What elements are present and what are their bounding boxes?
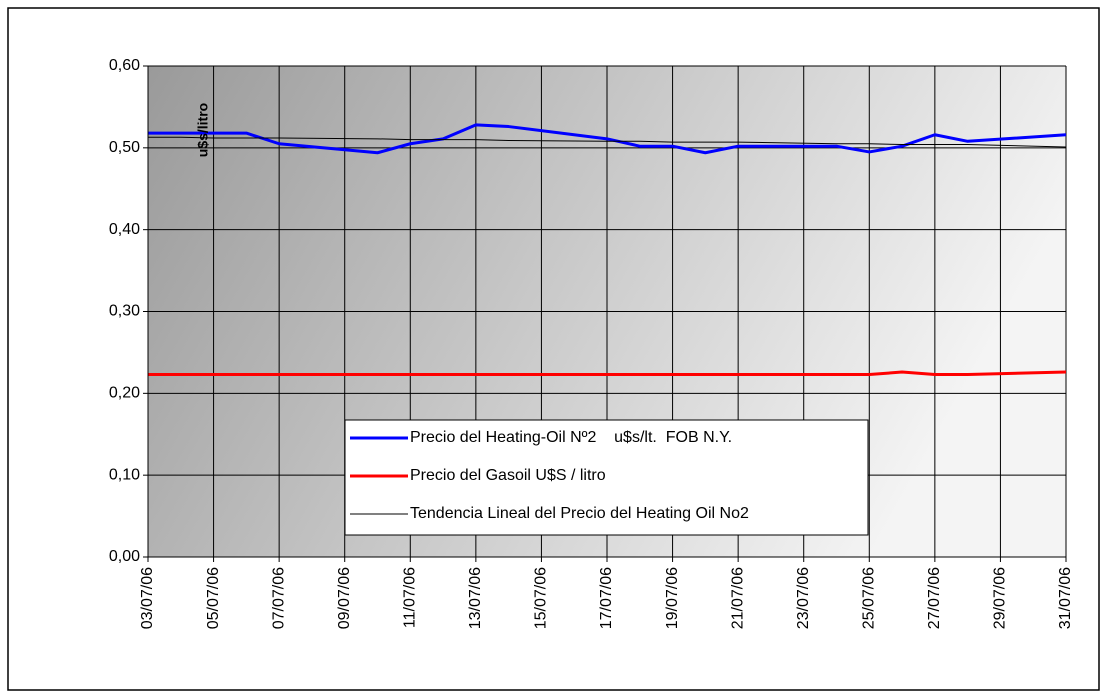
y-axis-label: u$s/litro: [195, 103, 211, 157]
y-tick-label: 0,50: [109, 139, 140, 156]
legend-label: Precio del Gasoil U$S / litro: [410, 467, 606, 484]
x-tick-label: 29/07/06: [992, 567, 1009, 629]
series-line: [148, 136, 1067, 148]
x-tick-label: 07/07/06: [270, 567, 287, 629]
x-tick-label: 03/07/06: [139, 567, 156, 629]
series-line: [148, 123, 1067, 155]
legend-label: Tendencia Lineal del Precio del Heating …: [410, 505, 749, 522]
x-tick-label: 21/07/06: [729, 567, 746, 629]
legend-box: [344, 419, 869, 536]
x-tick-label: 13/07/06: [467, 567, 484, 629]
x-tick-label: 25/07/06: [861, 567, 878, 629]
legend-label: Precio del Heating-Oil Nº2 u$s/lt. FOB N…: [410, 429, 732, 446]
x-tick-label: 05/07/06: [205, 567, 222, 629]
x-tick-label: 23/07/06: [795, 567, 812, 629]
y-tick-label: 0,00: [109, 548, 140, 565]
x-tick-label: 19/07/06: [664, 567, 681, 629]
x-tick-label: 31/07/06: [1057, 567, 1074, 629]
x-tick-label: 11/07/06: [402, 567, 419, 628]
x-tick-label: 09/07/06: [336, 567, 353, 629]
y-tick-label: 0,60: [109, 57, 140, 74]
y-tick-label: 0,40: [109, 221, 140, 238]
y-tick-label: 0,30: [109, 303, 140, 320]
y-tick-label: 0,20: [109, 385, 140, 402]
y-tick-label: 0,10: [109, 466, 140, 483]
x-tick-label: 27/07/06: [926, 567, 943, 629]
x-tick-label: 15/07/06: [533, 567, 550, 629]
x-tick-label: 17/07/06: [598, 567, 615, 629]
series-line: [148, 370, 1067, 377]
